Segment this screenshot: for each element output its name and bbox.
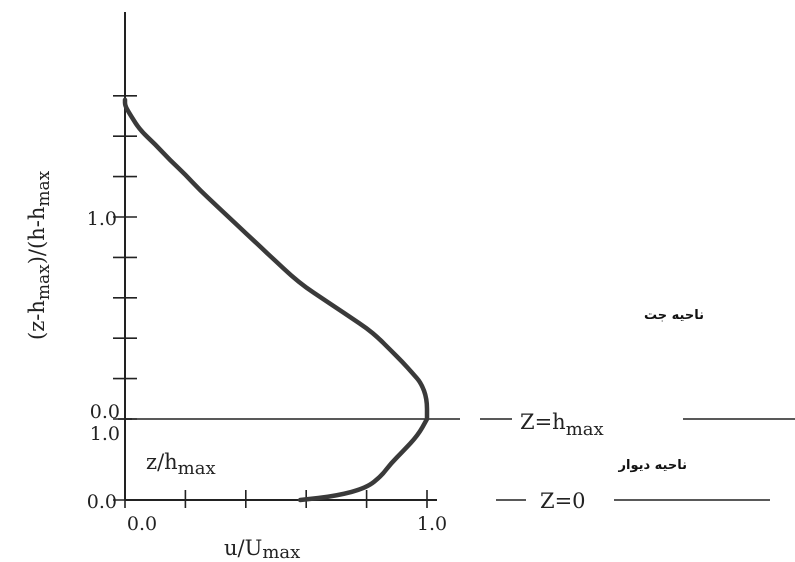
z-zero-label: Z=0 [540, 489, 586, 513]
lower-y-tick-label-0: 0.0 [87, 491, 117, 513]
upper-y-ticks [113, 95, 137, 420]
jet-region-label: ناحیه جت [644, 308, 704, 323]
upper-y-tick-label-1: 1.0 [87, 208, 117, 230]
x-tick-label-0: 0.0 [127, 513, 157, 535]
lower-y-tick-label-1: 1.0 [90, 423, 120, 445]
upper-y-tick-label-0: 0.0 [90, 401, 120, 423]
upper-y-axis-label: (z-hmax)/(h-hmax [25, 170, 54, 340]
wall-region-label: ناحیه دیوار [618, 458, 688, 473]
x-tick-label-1: 1.0 [417, 513, 447, 535]
lower-y-axis-label: z/hmax [146, 450, 216, 479]
z-hmax-label: Z=hmax [520, 410, 604, 440]
x-axis-label: u/Umax [224, 536, 300, 562]
velocity-profile-line [122, 97, 430, 503]
